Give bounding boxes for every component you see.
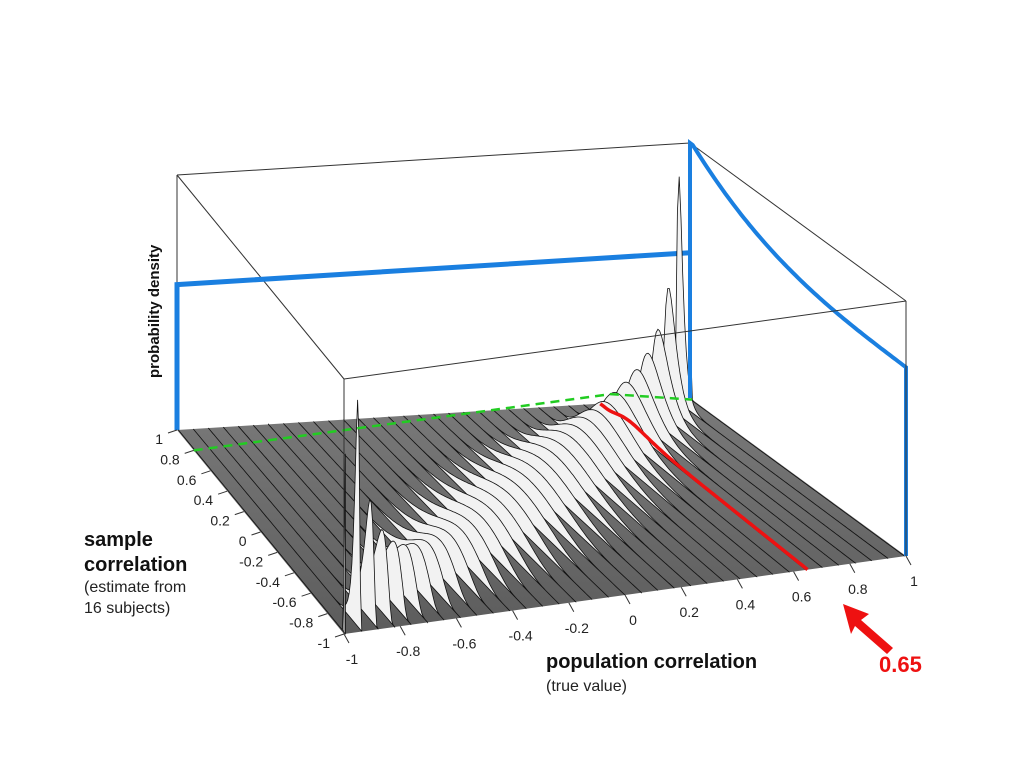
x-tick-label: 0.6: [792, 589, 812, 605]
y-tick-mark: [184, 449, 194, 454]
surface-rib: [177, 429, 346, 635]
y-axis-title-line2: correlation: [84, 554, 187, 576]
y-tick-mark: [234, 511, 244, 516]
surface-rib: [328, 420, 511, 612]
x-tick-label: 0.8: [848, 581, 868, 597]
density-surface: [177, 176, 905, 635]
y-tick-label: -0.4: [256, 574, 280, 590]
y-tick-mark: [284, 572, 295, 577]
y-tick-mark: [167, 429, 178, 434]
x-tick-label: 1: [910, 573, 918, 589]
marginal-population-line: [174, 250, 691, 430]
y-tick-label: -0.6: [272, 594, 296, 610]
x-tick-mark: [399, 625, 406, 636]
y-tick-label: -0.2: [239, 553, 263, 569]
box-edge-top-front: [343, 300, 907, 380]
ridge-line: [193, 392, 693, 452]
x-tick-mark: [568, 602, 575, 613]
y-axis-subtitle-line2: 16 subjects): [84, 600, 170, 617]
y-tick-mark: [301, 592, 311, 597]
surface-rib: [508, 408, 708, 584]
surface-rib: [403, 415, 593, 600]
x-tick-label: -0.8: [396, 643, 420, 659]
y-tick-label: -1: [318, 635, 331, 651]
x-tick-mark: [736, 579, 743, 589]
surface-rib: [373, 417, 560, 605]
y-axis-subtitle-line1: (estimate from: [84, 579, 186, 596]
x-tick-mark: [849, 563, 856, 574]
y-tick-label: 0.6: [177, 472, 197, 488]
y-tick-mark: [217, 490, 228, 495]
y-tick-mark: [318, 613, 328, 618]
surface-rib: [343, 419, 527, 609]
x-tick-mark: [624, 594, 631, 605]
box-front-frame: [343, 300, 907, 634]
x-axis-title: population correlation: [546, 651, 757, 673]
y-tick-mark: [334, 633, 345, 638]
x-tick-label: -1: [346, 651, 359, 667]
y-tick-mark: [201, 470, 211, 475]
box-back-frame: [176, 142, 907, 430]
surface-rib: [688, 218, 905, 557]
surface-rib: [657, 288, 872, 562]
x-tick-label: 0.2: [679, 604, 699, 620]
x-tick-mark: [455, 618, 462, 628]
surface-rib: [448, 412, 642, 594]
surface-rib: [628, 352, 840, 566]
x-tick-mark: [680, 586, 687, 597]
box-edge-top-right: [689, 142, 907, 302]
x-axis-subtitle: (true value): [546, 678, 627, 695]
marginal-sample-line: [688, 139, 908, 556]
y-tick-label: 0.2: [210, 513, 230, 529]
x-tick-label: 0.4: [736, 596, 756, 612]
y-tick-label: 0.8: [160, 451, 180, 467]
x-tick-label: -0.6: [452, 635, 476, 651]
y-tick-mark: [251, 531, 261, 536]
x-tick-label: -0.2: [565, 620, 589, 636]
z-axis-title: probability density: [146, 244, 163, 378]
surface-rib: [643, 328, 857, 564]
annotation-arrow: [843, 604, 893, 654]
x-tick-label: 0: [629, 612, 637, 628]
annotation-label: 0.65: [879, 652, 922, 677]
y-tick-mark: [268, 551, 278, 556]
y-tick-label: 0.4: [194, 492, 214, 508]
y-tick-label: -0.8: [289, 615, 313, 631]
x-tick-label: -0.4: [509, 628, 533, 644]
surface-rib: [253, 424, 429, 624]
x-axis-ticks: -1 -0.8 -0.6 -0.4 -0.2 0 0.2 0.4 0.6 0.8 1: [343, 555, 918, 667]
surface-rib: [583, 392, 790, 573]
surface-rib: [673, 176, 889, 559]
surface-rib: [358, 418, 544, 607]
x-tick-mark: [512, 610, 519, 620]
y-tick-label: 1: [155, 431, 163, 447]
y-tick-label: 0: [239, 533, 247, 549]
x-tick-mark: [793, 571, 800, 581]
y-axis-ticks: -1 -0.8 -0.6 -0.4 -0.2 0 0.2 0.4 0.6 0.8 1: [155, 429, 345, 651]
slice-line: [599, 402, 809, 571]
x-tick-mark: [905, 555, 912, 566]
y-axis-title-line1: sample: [84, 529, 153, 551]
box-edge-top-back: [176, 142, 691, 176]
x-tick-mark: [343, 633, 350, 644]
